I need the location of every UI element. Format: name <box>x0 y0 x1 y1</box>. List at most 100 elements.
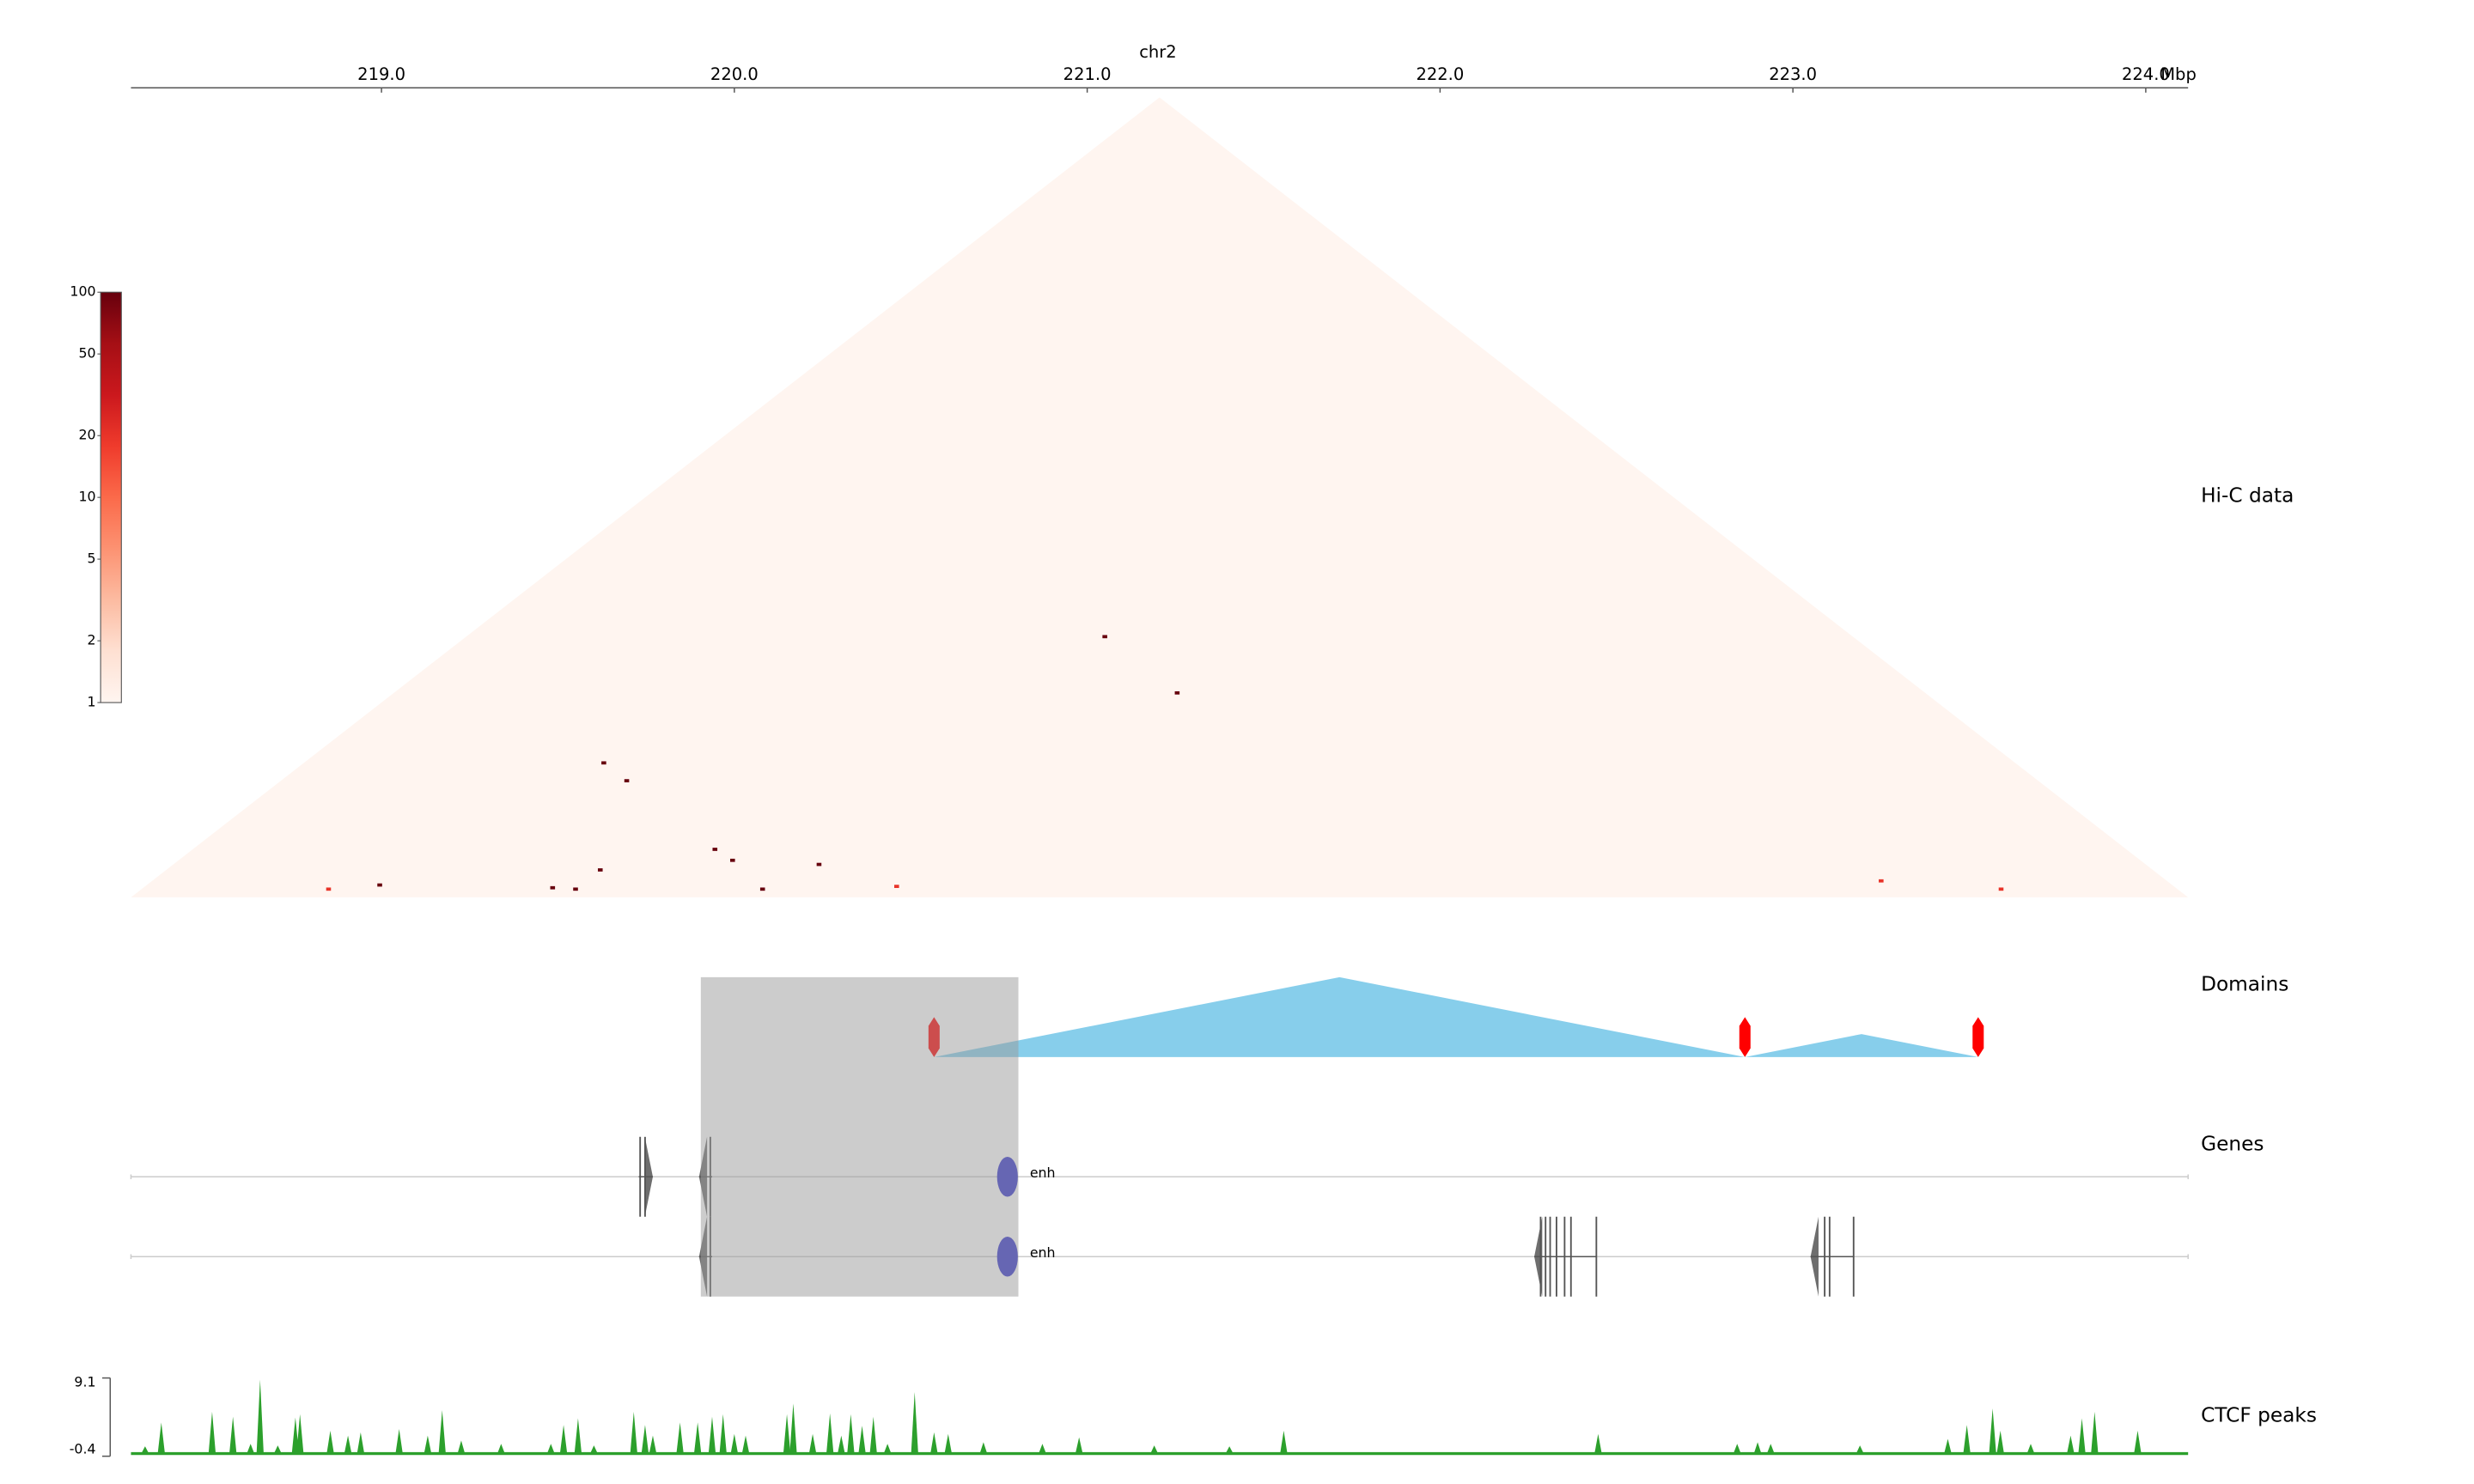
hic-contact <box>1998 887 2004 891</box>
peak <box>730 1433 738 1453</box>
peak <box>247 1444 254 1453</box>
colorbar-tick-label: 20 <box>78 427 95 443</box>
unit-label: Mbp <box>2160 64 2197 84</box>
peak <box>256 1379 264 1453</box>
y-tick-label: -0.4 <box>70 1441 96 1457</box>
peak <box>2026 1444 2035 1453</box>
colorbar-tick-label: 50 <box>78 345 95 362</box>
domain <box>934 976 1746 1057</box>
baseline <box>131 1451 2189 1456</box>
hic-contact <box>730 858 735 862</box>
peak <box>574 1418 582 1453</box>
boundary <box>1972 1017 1984 1057</box>
colorbar-tick-label: 5 <box>87 550 95 567</box>
peak <box>296 1414 304 1453</box>
peak <box>1753 1442 1762 1453</box>
track-title: CTCF peaks <box>2201 1404 2317 1427</box>
colorbar-tick-label: 10 <box>78 489 95 505</box>
peak <box>911 1391 918 1453</box>
peak <box>1039 1444 1046 1453</box>
hic-contact <box>326 887 332 891</box>
peak <box>1226 1446 1234 1453</box>
hic-contact <box>1879 879 1884 883</box>
y-tick-label: 9.1 <box>74 1374 95 1390</box>
hic-contact <box>550 885 556 890</box>
peak <box>2078 1418 2086 1453</box>
colorbar-tick-label: 2 <box>87 632 95 648</box>
peak <box>326 1430 334 1453</box>
peak <box>838 1435 845 1453</box>
hic-contact <box>597 868 603 872</box>
colorbar-tick-label: 100 <box>70 283 95 300</box>
gene-arrow <box>1810 1216 1819 1297</box>
x-tick-label: 224.0 <box>2122 64 2170 84</box>
peak <box>424 1435 431 1453</box>
peak <box>979 1442 987 1453</box>
x-tick-label: 219.0 <box>357 64 405 84</box>
hic-contact <box>377 883 382 887</box>
track-title: Hi-C data <box>2201 484 2294 508</box>
peak <box>884 1444 892 1453</box>
colorbar-tick-label: 1 <box>87 694 95 710</box>
peak <box>1996 1430 2004 1453</box>
colorbar <box>100 291 122 703</box>
peak <box>641 1425 649 1453</box>
peak <box>2067 1435 2075 1453</box>
peak <box>847 1414 855 1453</box>
x-tick-label: 220.0 <box>710 64 759 84</box>
hic-contact <box>1174 690 1180 695</box>
peak <box>783 1414 791 1453</box>
hic-contact <box>712 848 718 851</box>
peak <box>229 1416 237 1453</box>
peak <box>826 1413 834 1453</box>
peak <box>559 1425 568 1453</box>
peak <box>1963 1425 1971 1453</box>
peak <box>274 1445 282 1453</box>
peak <box>1734 1444 1741 1453</box>
peak <box>1150 1445 1158 1453</box>
hic-background <box>131 97 2189 897</box>
track-title: Domains <box>2201 973 2288 996</box>
peak <box>438 1409 446 1453</box>
peak <box>1856 1445 1864 1453</box>
peak <box>291 1417 299 1453</box>
peak <box>497 1444 505 1453</box>
peak <box>157 1422 165 1453</box>
peak <box>141 1446 149 1453</box>
peak <box>858 1426 866 1453</box>
peak <box>2134 1430 2142 1453</box>
peak <box>676 1422 684 1453</box>
boundary <box>1739 1017 1751 1057</box>
peak <box>694 1422 702 1453</box>
enhancer-label: enh <box>1030 1165 1056 1181</box>
peak <box>741 1435 750 1453</box>
peak <box>944 1433 952 1453</box>
x-tick-label: 223.0 <box>1769 64 1817 84</box>
hic-contact <box>894 885 899 888</box>
peak <box>457 1440 466 1453</box>
hic-contact <box>573 887 578 891</box>
highlight <box>700 976 1019 1297</box>
enhancer-label: enh <box>1030 1244 1056 1261</box>
peak <box>1989 1408 1996 1453</box>
peak <box>708 1416 716 1453</box>
x-tick-label: 222.0 <box>1416 64 1464 84</box>
peak <box>1076 1437 1083 1453</box>
x-tick-label: 221.0 <box>1063 64 1112 84</box>
peak <box>2091 1411 2099 1453</box>
track-title: Genes <box>2201 1133 2264 1156</box>
domain <box>1745 1034 1978 1057</box>
peak <box>1280 1430 1288 1453</box>
peak <box>344 1435 352 1453</box>
peak <box>1594 1433 1602 1453</box>
hic-contact <box>624 779 630 782</box>
gene-arrow <box>644 1136 653 1217</box>
peak <box>208 1411 216 1453</box>
hic-contact <box>601 761 606 765</box>
hic-contact <box>816 862 822 867</box>
peak <box>649 1435 657 1453</box>
hic-contact <box>1102 635 1107 639</box>
hic-contact <box>759 887 765 891</box>
peak <box>808 1433 817 1453</box>
peak <box>1767 1444 1775 1453</box>
